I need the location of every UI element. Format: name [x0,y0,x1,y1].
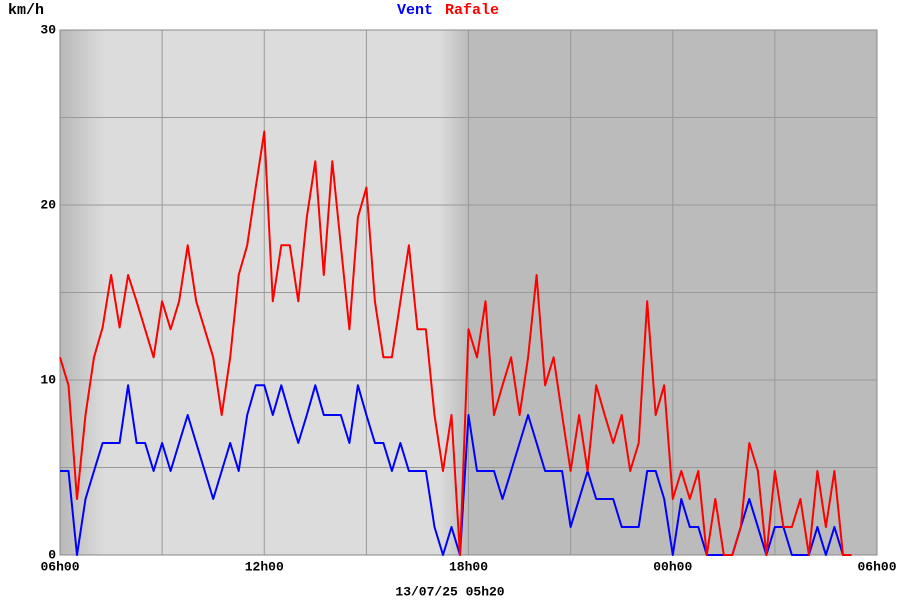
y-tick-label: 0 [48,547,56,562]
y-tick-label: 10 [40,372,56,387]
y-tick-label: 20 [40,197,56,212]
series-line [59,130,852,556]
legend-entry: Vent [397,2,433,19]
y-tick-label: 30 [40,22,56,37]
series-line [60,384,852,556]
x-tick-label: 18h00 [449,559,488,574]
y-axis-label: km/h [8,2,44,19]
x-tick-label: 12h00 [245,559,284,574]
x-tick-label: 06h00 [857,559,896,574]
x-tick-label: 00h00 [653,559,692,574]
legend-entry: Rafale [445,2,499,19]
footer: 13/07/25 05h20 [395,584,504,599]
plot-frame [59,29,878,556]
x-tick-label: 06h00 [40,559,79,574]
